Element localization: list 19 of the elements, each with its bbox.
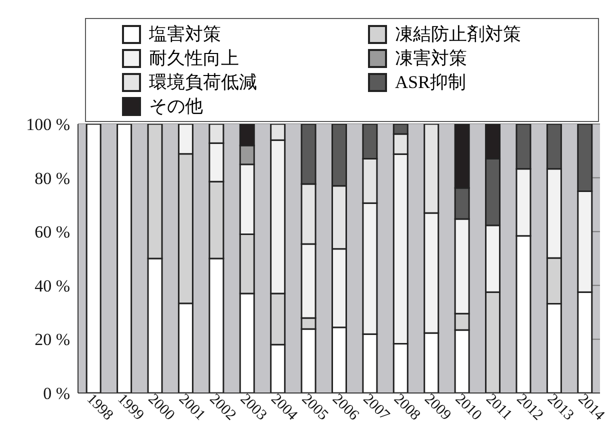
x-tick-label: 2007 [360,391,393,424]
x-tick-label: 1998 [83,391,116,424]
x-tick-label: 2009 [421,391,454,424]
legend-label: ASR抑制 [395,71,466,94]
y-tick-label: 100 % [26,115,70,134]
legend-label: 耐久性向上 [149,47,239,70]
y-tick-label: 40 % [34,276,70,296]
legend-label: 凍害対策 [395,47,467,70]
legend-label: その他 [149,95,203,118]
bar [116,124,132,393]
y-tick-label: 0 % [43,384,70,404]
y-tick-label: 60 % [34,222,70,242]
x-tick-label: 1999 [114,391,147,424]
y-tick-label: 80 % [34,168,70,188]
legend-label: 凍結防止剤対策 [395,23,521,46]
y-tick-label: 20 % [34,330,70,350]
bar [86,124,102,393]
legend-label: 塩害対策 [149,23,221,46]
legend-label: 環境負荷低減 [149,71,257,94]
